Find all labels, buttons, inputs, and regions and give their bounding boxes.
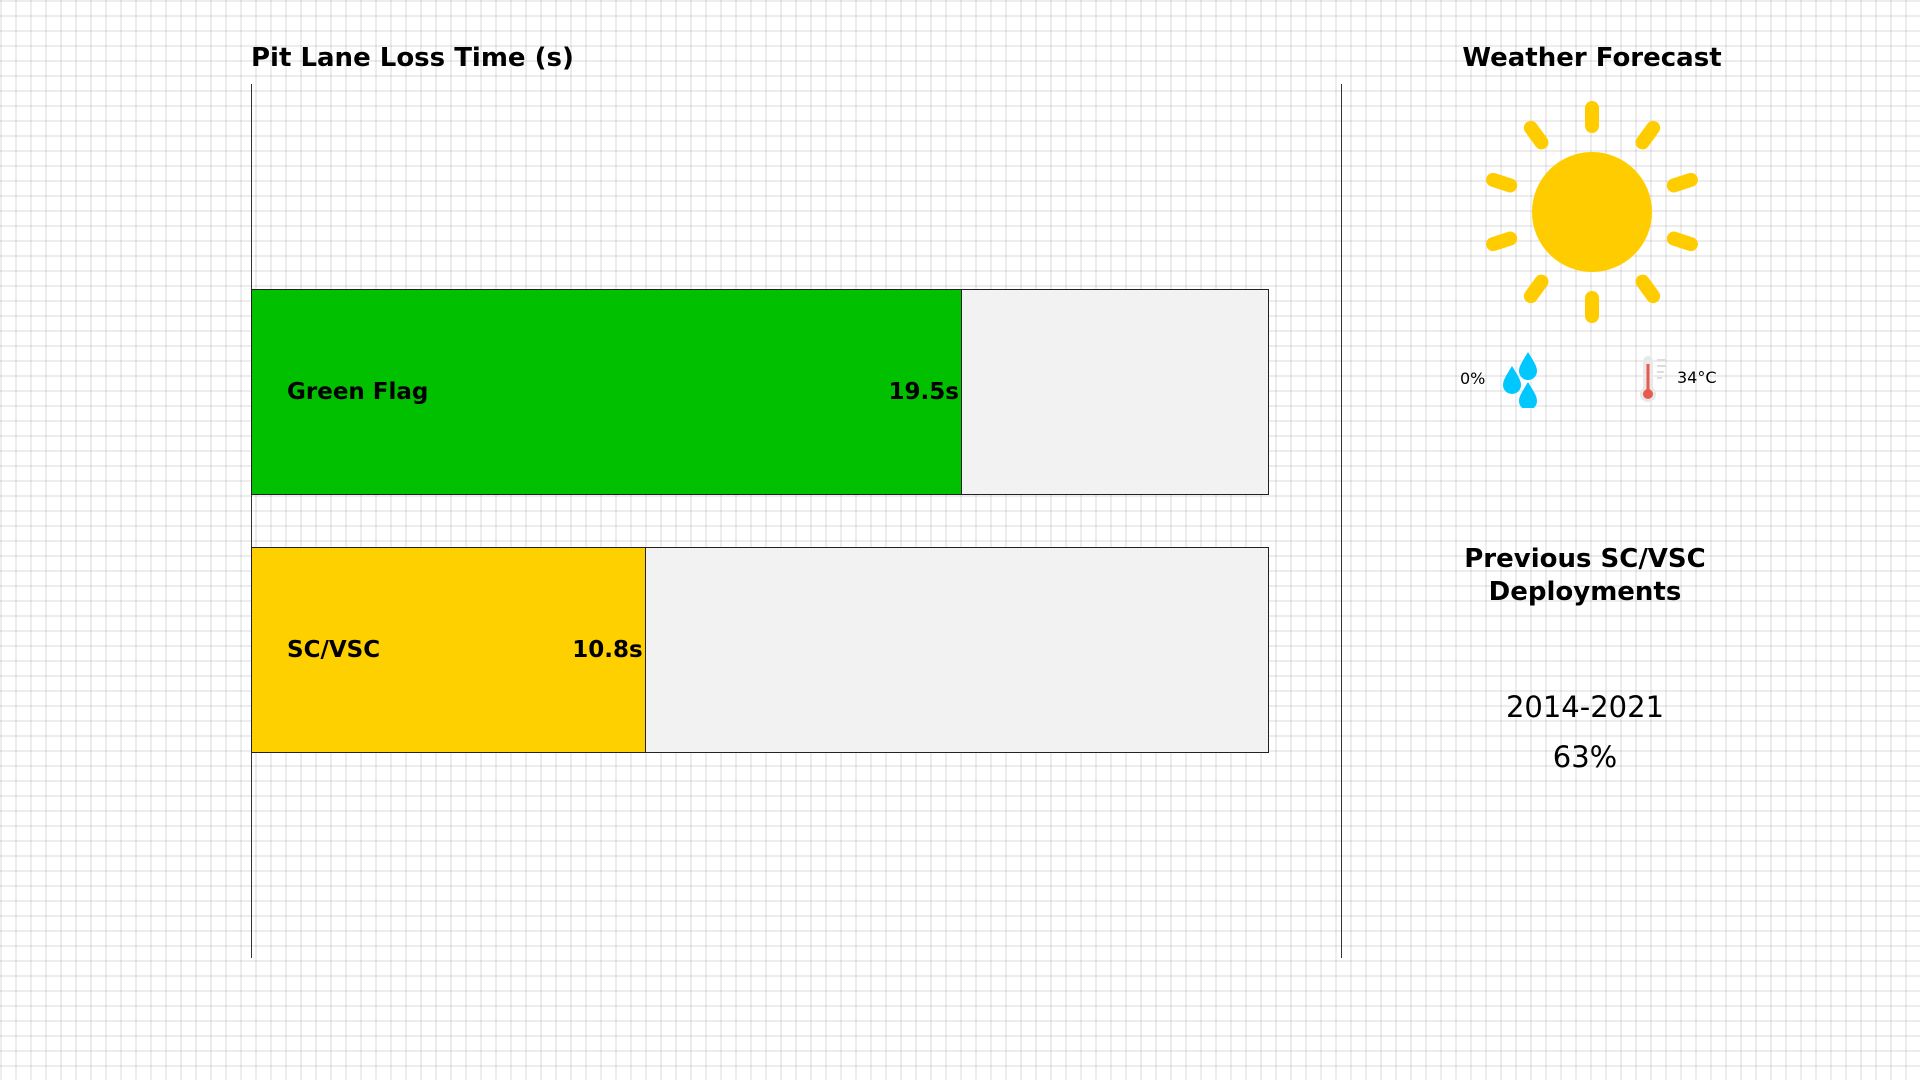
sun-ray	[1666, 231, 1698, 252]
bar-track: SC/VSC 10.8s	[251, 547, 1269, 753]
sun-ray	[1635, 120, 1661, 150]
deployments-title: Previous SC/VSC Deployments	[1435, 543, 1735, 609]
weather-title: Weather Forecast	[1462, 43, 1722, 73]
sun-disc	[1532, 152, 1652, 272]
bar-track: Green Flag 19.5s	[251, 289, 1269, 495]
deployments-title-line2: Deployments	[1488, 577, 1682, 607]
y-axis-line	[251, 84, 252, 958]
rain-drops-icon	[1503, 352, 1537, 408]
section-divider	[1341, 84, 1342, 958]
bar-category-label: SC/VSC	[287, 637, 381, 663]
sun-ray	[1635, 274, 1661, 304]
temperature: 34°C	[1677, 368, 1717, 387]
sun-ray	[1486, 172, 1518, 193]
sun-ray	[1523, 120, 1549, 150]
chart-title: Pit Lane Loss Time (s)	[251, 43, 574, 73]
bar	[252, 548, 646, 752]
sun-ray	[1486, 231, 1518, 252]
sun-ray	[1523, 274, 1549, 304]
bar-value-label: 10.8s	[572, 637, 643, 663]
bar-value-label: 19.5s	[888, 379, 959, 405]
sun-ray	[1666, 172, 1698, 193]
thermometer-icon	[1640, 356, 1666, 402]
deployments-period: 2014-2021	[1505, 690, 1665, 724]
deployments-percentage: 63%	[1552, 740, 1618, 774]
bar-category-label: Green Flag	[287, 379, 429, 405]
deployments-title-line1: Previous SC/VSC	[1464, 544, 1706, 574]
sun-icon	[1486, 101, 1698, 323]
rain-chance: 0%	[1460, 369, 1486, 388]
bar	[252, 290, 962, 494]
